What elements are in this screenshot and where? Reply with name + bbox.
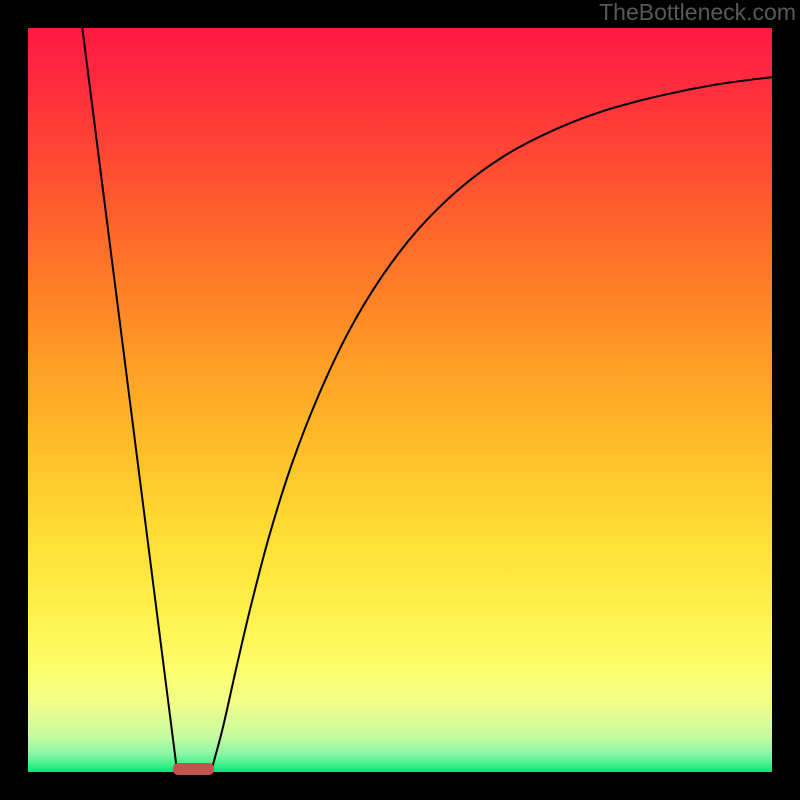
watermark-text: TheBottleneck.com — [599, 0, 796, 26]
plot-area — [28, 28, 772, 772]
outer-frame — [0, 0, 800, 800]
gradient-background — [28, 28, 772, 772]
chart-svg — [28, 28, 772, 772]
valley-marker — [173, 763, 214, 775]
